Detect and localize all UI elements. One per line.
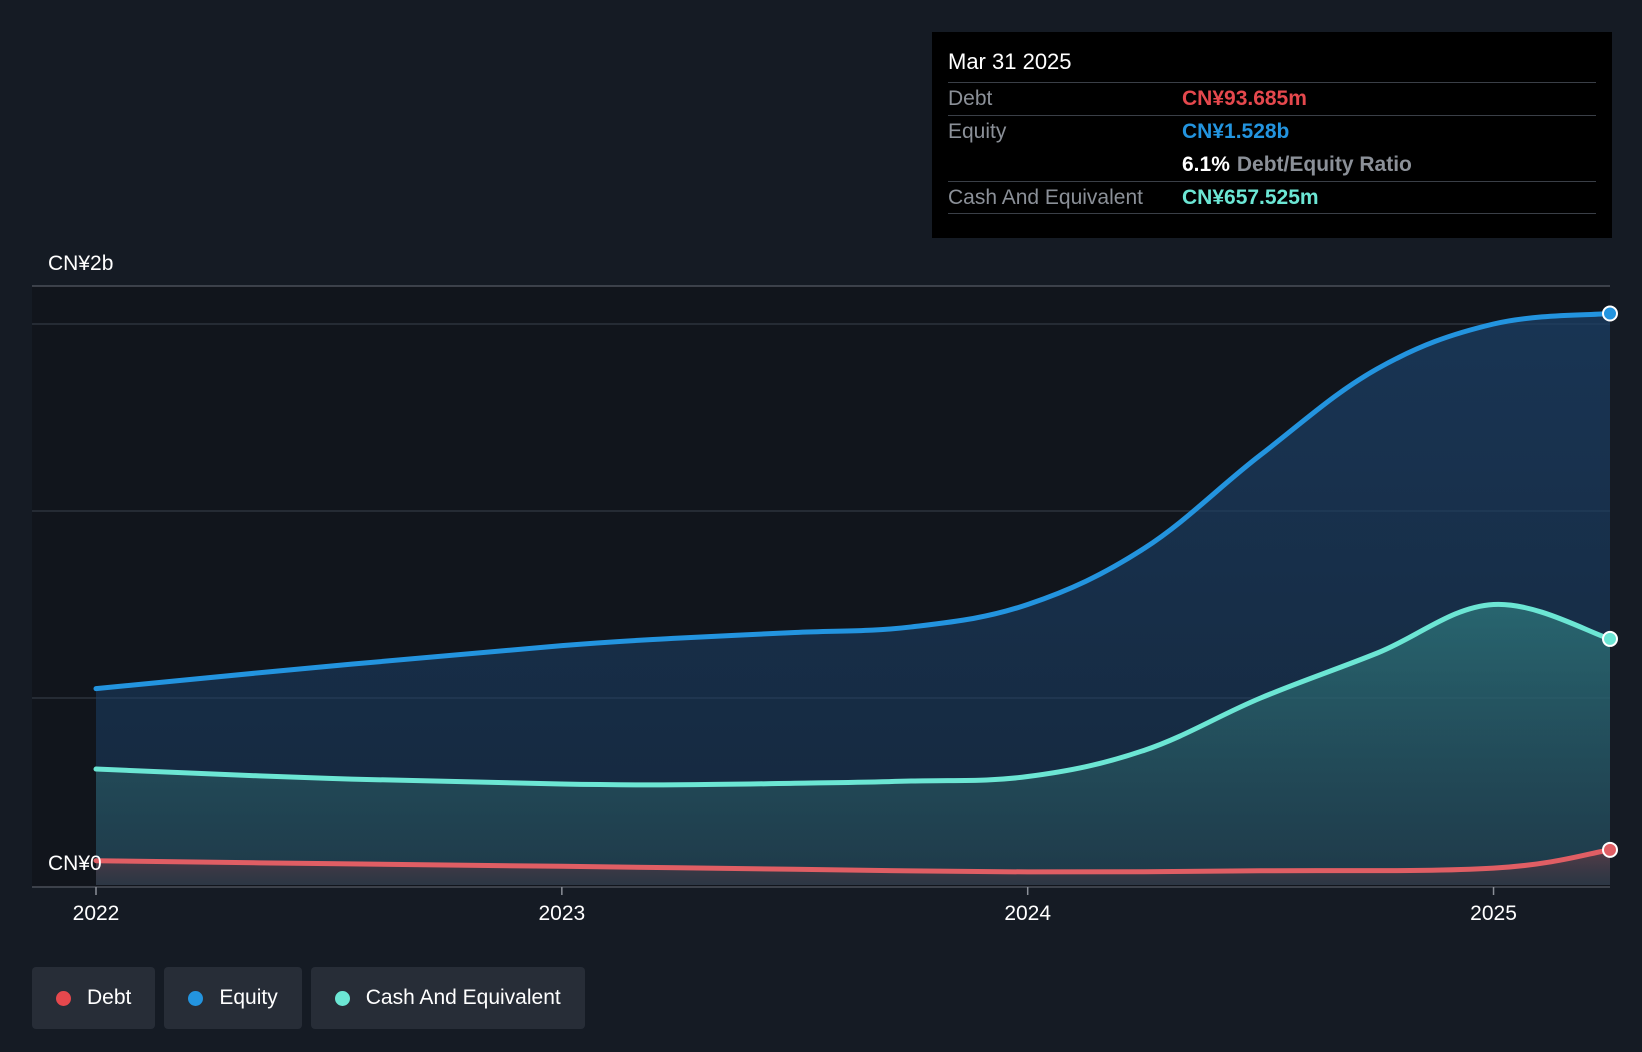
x-tick-label: 2023 (538, 902, 585, 925)
tooltip-equity-label: Equity (948, 120, 1007, 143)
debt-end-marker[interactable] (1602, 841, 1618, 858)
equity-line (93, 311, 1613, 692)
legend-label-cash: Cash And Equivalent (365, 986, 561, 1009)
tooltip-panel: Mar 31 2025 Debt CN¥93.685m Equity CN¥1.… (932, 32, 1612, 238)
equity-end-marker[interactable] (1602, 305, 1618, 322)
x-tick-label: 2024 (1004, 902, 1051, 925)
x-tick-label: 2022 (73, 902, 120, 925)
tooltip-date: Mar 31 2025 (948, 49, 1072, 74)
equity-dot-icon (188, 990, 204, 1006)
cash-end-marker[interactable] (1602, 630, 1618, 647)
tooltip-ratio-row: 6.1% Debt/Equity Ratio (948, 148, 1596, 181)
y-axis-top-label: CN¥2b (48, 252, 113, 275)
tooltip-debt-value: CN¥93.685m (1182, 87, 1307, 110)
debt-area (96, 849, 1610, 885)
tooltip-cash-row: Cash And Equivalent CN¥657.525m (948, 181, 1596, 214)
tooltip-equity-value: CN¥1.528b (1182, 120, 1290, 143)
cash-area (96, 604, 1610, 885)
y-axis-zero-label: CN¥0 (48, 852, 102, 875)
tooltip-debt-row: Debt CN¥93.685m (948, 82, 1596, 115)
tooltip-equity-row: Equity CN¥1.528b (948, 115, 1596, 148)
legend-label-debt: Debt (87, 986, 132, 1009)
tooltip-cash-label: Cash And Equivalent (948, 185, 1143, 209)
x-axis: 2022 2023 2024 2025 (32, 886, 1610, 925)
cash-line (93, 601, 1613, 788)
tooltip-ratio-label: Debt/Equity Ratio (1236, 152, 1412, 176)
series-areas (96, 313, 1610, 885)
legend-item-debt[interactable]: Debt (32, 967, 156, 1029)
cash-dot-icon (334, 990, 350, 1006)
legend-item-cash[interactable]: Cash And Equivalent (310, 967, 585, 1029)
tooltip-debt-label: Debt (948, 87, 993, 110)
legend-item-equity[interactable]: Equity (164, 967, 302, 1029)
debt-dot-icon (56, 990, 71, 1006)
legend-label-equity: Equity (219, 986, 278, 1009)
end-markers (1602, 305, 1618, 858)
tooltip-ratio-value: 6.1% (1182, 152, 1230, 176)
series-lines (93, 311, 1613, 875)
tooltip-cash-value: CN¥657.525m (1182, 185, 1319, 209)
debt-line (93, 847, 1613, 875)
legend: Debt Equity Cash And Equivalent (32, 967, 585, 1029)
x-tick-label: 2025 (1470, 902, 1517, 925)
